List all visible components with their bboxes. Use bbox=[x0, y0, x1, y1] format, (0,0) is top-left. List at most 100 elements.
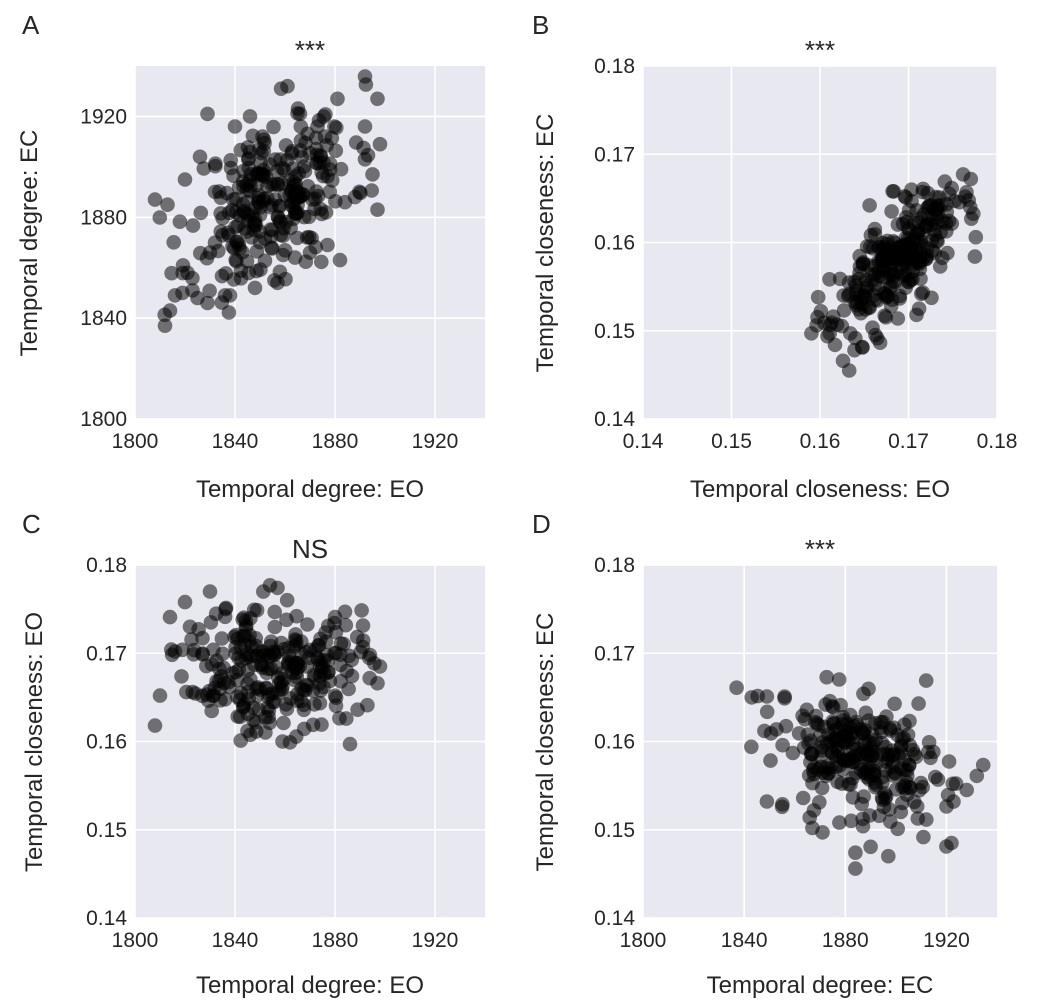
scatter-point bbox=[916, 829, 931, 845]
scatter-point bbox=[859, 769, 875, 785]
scatter-point bbox=[296, 159, 312, 174]
scatter-point bbox=[272, 264, 288, 280]
scatter-point bbox=[963, 171, 979, 187]
scatter-point bbox=[822, 761, 838, 777]
scatter-point bbox=[865, 736, 881, 751]
scatter-point bbox=[218, 266, 234, 281]
scatter-point bbox=[152, 210, 168, 225]
scatter-point bbox=[223, 153, 238, 168]
scatter-point bbox=[266, 119, 281, 135]
scatter-point bbox=[915, 184, 930, 200]
scatter-point bbox=[918, 673, 934, 688]
scatter-point bbox=[836, 303, 852, 318]
scatter-point bbox=[320, 237, 335, 253]
scatter-point bbox=[763, 753, 778, 768]
scatter-point bbox=[286, 178, 302, 193]
y-tick-label: 0.18 bbox=[594, 554, 635, 577]
scatter-point bbox=[213, 190, 229, 205]
scatter-point bbox=[729, 680, 744, 695]
scatter-point bbox=[902, 713, 917, 729]
scatter-point bbox=[332, 252, 348, 268]
scatter-point bbox=[267, 647, 283, 663]
scatter-point bbox=[235, 174, 251, 189]
scatter-point bbox=[926, 222, 942, 238]
scatter-point bbox=[957, 189, 973, 204]
scatter-point bbox=[344, 668, 360, 684]
scatter-point bbox=[899, 787, 915, 802]
scatter-point bbox=[240, 684, 256, 700]
y-tick-label: 0.16 bbox=[86, 731, 127, 754]
scatter-point bbox=[862, 198, 877, 213]
x-tick-label: 0.18 bbox=[977, 430, 1018, 453]
scatter-point bbox=[887, 252, 902, 268]
scatter-point bbox=[275, 247, 291, 263]
scatter-point bbox=[832, 815, 847, 830]
scatter-point bbox=[175, 265, 190, 281]
scatter-point bbox=[214, 631, 230, 646]
scatter-point bbox=[890, 311, 906, 326]
scatter-point bbox=[354, 603, 369, 618]
scatter-point bbox=[253, 200, 268, 215]
panel-d: D *** 1800 1840 1880 1920 0.14 0.15 0.16… bbox=[532, 509, 997, 999]
scatter-point bbox=[327, 119, 342, 134]
scatter-point bbox=[777, 691, 792, 706]
scatter-point bbox=[921, 199, 937, 214]
scatter-point bbox=[900, 268, 915, 283]
scatter-point bbox=[320, 618, 336, 634]
x-tick-label: 1840 bbox=[212, 430, 259, 453]
scatter-point bbox=[157, 318, 173, 334]
y-tick-label: 0.17 bbox=[86, 642, 127, 665]
scatter-point bbox=[858, 705, 874, 721]
x-tick-label: 1920 bbox=[412, 929, 459, 952]
panel-b: B *** 0.14 0.15 0.16 0.17 0.18 0.14 0.15… bbox=[532, 10, 1017, 503]
scatter-point bbox=[372, 136, 388, 152]
x-tick-label: 1800 bbox=[112, 430, 159, 453]
scatter-point bbox=[164, 265, 179, 281]
x-tick-label: 1920 bbox=[923, 929, 970, 952]
scatter-point bbox=[270, 580, 285, 596]
scatter-point bbox=[878, 789, 894, 804]
scatter-point bbox=[193, 245, 208, 261]
x-ticks-d: 1800 1840 1880 1920 bbox=[620, 929, 970, 952]
scatter-point bbox=[275, 228, 291, 243]
scatter-point bbox=[904, 182, 919, 197]
scatter-point bbox=[969, 768, 985, 784]
x-tick-label: 0.15 bbox=[711, 430, 752, 453]
scatter-point bbox=[910, 811, 926, 826]
x-axis-label-b: Temporal closeness: EO bbox=[690, 476, 950, 503]
scatter-point bbox=[162, 609, 178, 625]
y-axis-label-a: Temporal degree: EC bbox=[16, 130, 43, 357]
scatter-point bbox=[911, 696, 926, 711]
y-axis-label-d: Temporal closeness: EC bbox=[532, 613, 559, 872]
x-ticks-b: 0.14 0.15 0.16 0.17 0.18 bbox=[623, 430, 1018, 453]
scatter-point bbox=[242, 109, 258, 124]
scatter-point bbox=[174, 669, 189, 684]
title-c: NS bbox=[292, 534, 328, 564]
scatter-points-a bbox=[147, 69, 388, 334]
scatter-point bbox=[355, 618, 371, 633]
y-tick-label: 0.18 bbox=[594, 55, 635, 78]
scatter-point bbox=[968, 229, 984, 245]
scatter-point bbox=[164, 642, 179, 657]
scatter-point bbox=[361, 650, 377, 666]
scatter-point bbox=[253, 658, 269, 673]
scatter-point bbox=[204, 703, 219, 719]
scatter-point bbox=[759, 794, 775, 809]
scatter-point bbox=[875, 714, 891, 730]
scatter-point bbox=[302, 145, 318, 161]
scatter-point bbox=[255, 167, 270, 182]
scatter-point bbox=[795, 708, 810, 724]
scatter-point bbox=[830, 774, 845, 790]
scatter-point bbox=[289, 206, 304, 221]
scatter-point bbox=[913, 775, 929, 791]
scatter-point bbox=[370, 91, 385, 107]
scatter-point bbox=[959, 782, 974, 798]
scatter-point bbox=[302, 650, 317, 665]
scatter-point bbox=[289, 669, 305, 685]
scatter-point bbox=[301, 229, 317, 245]
y-tick-label: 1920 bbox=[80, 105, 127, 128]
scatter-point bbox=[270, 177, 286, 193]
scatter-point bbox=[333, 161, 349, 177]
x-tick-label: 0.17 bbox=[888, 430, 929, 453]
scatter-point bbox=[185, 218, 201, 233]
